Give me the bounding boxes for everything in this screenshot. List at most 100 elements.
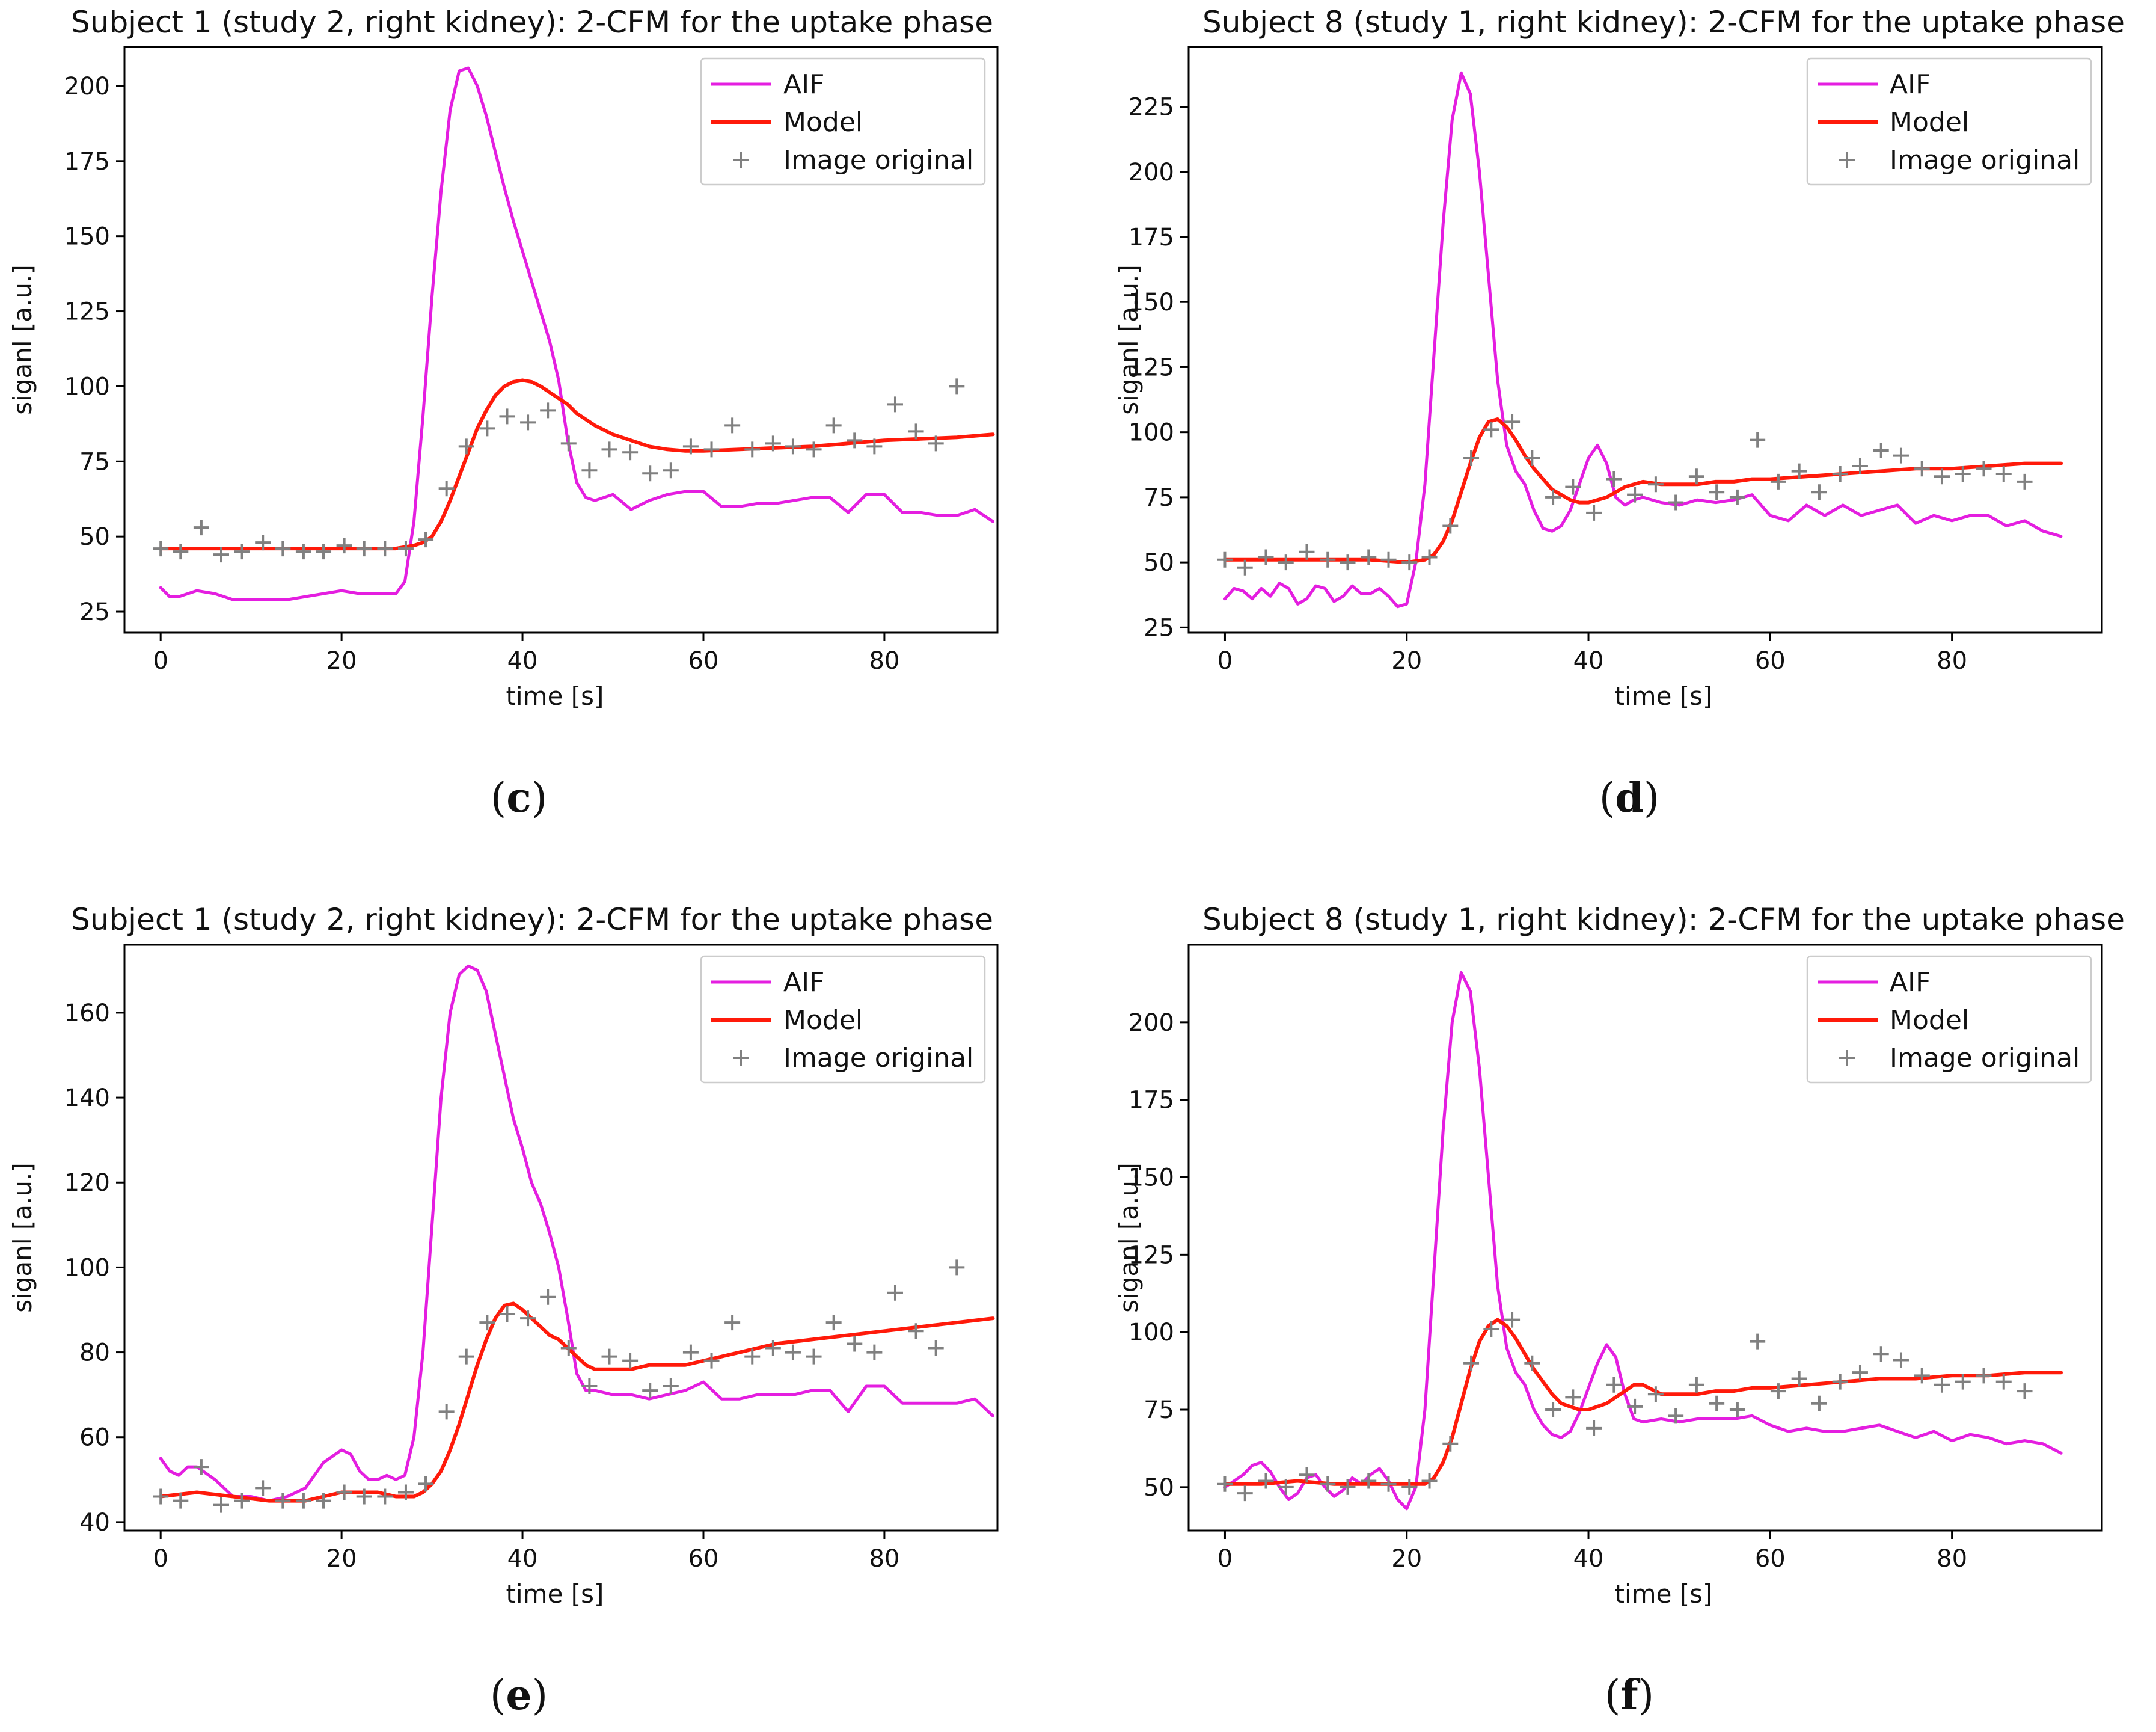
panel-f-ytick-label: 175 [1129, 1087, 1174, 1114]
panel-f-image-original-point [1463, 1355, 1480, 1371]
panel-c-xtick-label: 60 [688, 647, 719, 675]
panel-d-image-original-point [1668, 494, 1684, 511]
panel-e-image-original-point [601, 1348, 617, 1365]
panel-e-legend: AIF Model Image original [700, 955, 986, 1084]
panel-e-ytick-label: 160 [64, 1000, 110, 1027]
panel-d-image-original-point [1750, 432, 1766, 448]
panel-e-image-original-point [847, 1336, 863, 1352]
panel-c-image-original-point [316, 544, 332, 560]
panel-e: Subject 1 (study 2, right kidney): 2-CFM… [8, 902, 999, 1719]
panel-c-legend-aif-label: AIF [783, 69, 824, 100]
panel-f-image-original-point [2017, 1383, 2033, 1399]
panel-d-image-original-point [1606, 471, 1622, 487]
panel-f-xtick-label: 40 [1573, 1545, 1604, 1573]
panel-d-image-original-point [1893, 447, 1909, 464]
panel-e-image-original-point [724, 1315, 741, 1331]
panel-d-axes-frame [1187, 46, 2103, 634]
panel-d-image-original-point [1586, 505, 1602, 521]
panel-d-xtick-label: 20 [1391, 647, 1422, 675]
panel-e-image-original-point [295, 1493, 311, 1509]
panel-f-image-original-point [1421, 1473, 1438, 1489]
panel-d-x-axis-label: time [s] [1615, 681, 1713, 711]
panel-f-image-original-point [1545, 1402, 1561, 1418]
panel-f-image-original-point [1258, 1473, 1274, 1489]
panel-d-image-original-point [1361, 549, 1377, 565]
panel-e-image-original-point [825, 1315, 842, 1331]
panel-d-xtick-label: 40 [1573, 647, 1604, 675]
panel-f-ticks: 0 20 40 60 80 50 75 100 125 150 175 200 [1129, 1009, 1967, 1573]
panel-c-image-original-point [153, 541, 169, 557]
panel-d-image-original-point [1504, 414, 1521, 430]
panel-f-image-original-point [1811, 1395, 1827, 1411]
panel-f-xtick-label: 60 [1755, 1545, 1786, 1573]
panel-e-image-original-point [418, 1476, 434, 1492]
panel-f-image-original-point [1278, 1479, 1294, 1495]
panel-d-image-original-point [1380, 551, 1397, 568]
panel-c-image-original-point [724, 417, 741, 434]
panel-d-image-original-point [1832, 465, 1848, 482]
panel-d-xtick-label: 80 [1937, 647, 1967, 675]
panel-e-image-original-point [499, 1306, 515, 1322]
panel-d-image-original-point [1647, 476, 1664, 493]
panel-c-image-original-point [581, 462, 598, 479]
panel-d-image-original-point [1340, 554, 1356, 571]
panel-d-image-original-point [1976, 461, 1992, 477]
panel-d-image-original-point [1995, 465, 2012, 482]
panel-f-image-original-point [1770, 1383, 1786, 1399]
panel-c-image-original-point [418, 532, 434, 548]
panel-e-xtick-label: 20 [326, 1545, 357, 1573]
panel-e-image-original-point [275, 1493, 291, 1509]
panel-e-plot-area [153, 964, 995, 1513]
panel-c-image-original-point [520, 414, 536, 431]
panel-c: Subject 1 (study 2, right kidney): 2-CFM… [8, 5, 999, 822]
panel-c-image-original-point [377, 541, 393, 557]
panel-c-aif-line [159, 66, 994, 601]
panel-f: Subject 8 (study 1, right kidney): 2-CFM… [1114, 902, 2125, 1719]
panel-f-legend: AIF Model Image original [1806, 955, 2092, 1084]
panel-e-ytick-label: 100 [64, 1254, 110, 1282]
panel-e-legend-image-original-label: Image original [783, 1043, 973, 1073]
panel-c-axes-frame [123, 46, 999, 634]
panel-f-title: Subject 8 (study 1, right kidney): 2-CFM… [1202, 902, 2125, 937]
panel-c-image-original-point [479, 420, 495, 437]
panel-c-ytick-label: 150 [64, 223, 110, 251]
panel-c-image-original-point [806, 441, 822, 458]
panel-d-image-original-point [1545, 489, 1561, 505]
panel-c-ytick-label: 50 [79, 523, 110, 551]
panel-f-image-original-point [1976, 1368, 1992, 1384]
panel-f-caption: (f) [1605, 1671, 1654, 1719]
panel-e-image-original-point [908, 1323, 924, 1339]
panel-e-image-original-point [234, 1493, 250, 1509]
panel-d-legend: AIF Model Image original [1806, 57, 2092, 186]
panel-d-caption: (d) [1599, 774, 1660, 822]
panel-f-legend-model-label: Model [1890, 1005, 1969, 1036]
panel-e-xtick-label: 0 [153, 1545, 168, 1573]
panel-c-image-original-point [213, 547, 229, 563]
panel-c-image-original-point [458, 438, 474, 455]
panel-f-xtick-label: 20 [1391, 1545, 1422, 1573]
panel-f-image-original-point [1361, 1473, 1377, 1489]
panel-c-ytick-label: 25 [79, 598, 110, 626]
panel-d-legend-box [1806, 57, 2092, 186]
panel-e-image-original-point [153, 1488, 169, 1505]
panel-e-image-original-point [642, 1383, 658, 1399]
panel-e-ytick-label: 60 [79, 1424, 110, 1452]
panel-f-image-original-point [1688, 1377, 1704, 1393]
panel-d-y-axis-label: siganl [a.u.] [1114, 265, 1144, 414]
panel-d-ytick-label: 225 [1129, 94, 1174, 121]
panel-c-image-original-point [928, 435, 944, 452]
panel-e-image-original-point [744, 1348, 761, 1365]
panel-e-image-original-point [866, 1344, 883, 1360]
panel-f-ytick-label: 100 [1129, 1319, 1174, 1347]
panel-e-image-original-point [458, 1348, 474, 1365]
panel-c-image-original-point [765, 435, 781, 452]
panel-f-image-original-point [1750, 1333, 1766, 1350]
panel-d-ytick-label: 125 [1129, 354, 1174, 381]
panel-f-image-original-point [1873, 1346, 1889, 1362]
panel-f-image-original-point [1627, 1398, 1643, 1414]
panel-e-image-original-point [377, 1488, 393, 1505]
panel-c-image-original-point [255, 535, 271, 551]
panel-d-image-original-point [2017, 473, 2033, 490]
panel-c-image-original-point [193, 520, 209, 536]
panel-d-model-line [1223, 417, 2063, 565]
